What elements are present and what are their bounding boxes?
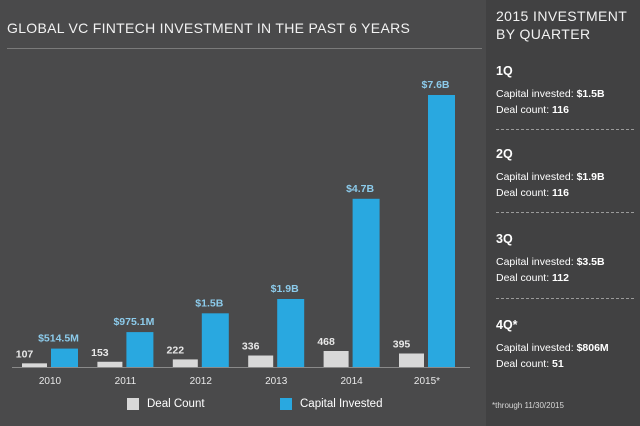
deals-label: Deal count: bbox=[496, 358, 550, 370]
quarter-2q: 2Q Capital invested: $1.9B Deal count: 1… bbox=[496, 147, 636, 201]
legend-swatch-deal-count bbox=[127, 398, 139, 410]
x-tick-label: 2011 bbox=[115, 376, 137, 387]
deals-line: Deal count: 116 bbox=[496, 185, 636, 201]
quarter-label: 2Q bbox=[496, 147, 513, 161]
deal-count-label: 107 bbox=[16, 348, 34, 360]
capital-label: Capital invested: bbox=[496, 171, 574, 183]
x-tick-label: 2010 bbox=[39, 376, 62, 387]
legend-label-capital-invested: Capital Invested bbox=[300, 398, 383, 410]
quarter-divider bbox=[496, 212, 634, 213]
capital-invested-bar bbox=[428, 95, 455, 367]
quarter-label: 4Q* bbox=[496, 318, 518, 332]
capital-invested-bar bbox=[51, 348, 78, 367]
deal-count-label: 468 bbox=[317, 336, 335, 348]
quarter-divider bbox=[496, 298, 634, 299]
footnote: *through 11/30/2015 bbox=[492, 401, 564, 410]
legend-label-deal-count: Deal Count bbox=[147, 398, 205, 410]
deals-label: Deal count: bbox=[496, 187, 550, 199]
deals-line: Deal count: 112 bbox=[496, 270, 636, 286]
capital-value: $1.5B bbox=[576, 88, 605, 100]
quarter-panel: 2015 INVESTMENT BY QUARTER 1Q Capital in… bbox=[486, 0, 640, 426]
capital-label: Capital invested: bbox=[496, 256, 574, 268]
capital-invested-label: $7.6B bbox=[421, 79, 449, 91]
capital-line: Capital invested: $806M bbox=[496, 340, 636, 356]
x-tick-label: 2013 bbox=[265, 376, 288, 387]
chart-title: GLOBAL VC FINTECH INVESTMENT IN THE PAST… bbox=[7, 20, 411, 36]
capital-line: Capital invested: $3.5B bbox=[496, 254, 636, 270]
quarter-divider bbox=[496, 129, 634, 130]
x-tick-label: 2012 bbox=[190, 376, 213, 387]
capital-label: Capital invested: bbox=[496, 88, 574, 100]
capital-value: $806M bbox=[576, 342, 609, 354]
deals-line: Deal count: 51 bbox=[496, 356, 636, 372]
quarter-4q: 4Q* Capital invested: $806M Deal count: … bbox=[496, 318, 636, 372]
deals-value: 116 bbox=[552, 187, 569, 199]
quarter-1q: 1Q Capital invested: $1.5B Deal count: 1… bbox=[496, 64, 636, 118]
capital-invested-label: $514.5M bbox=[38, 333, 79, 345]
deals-label: Deal count: bbox=[496, 272, 550, 284]
x-tick-label: 2015* bbox=[414, 376, 440, 387]
deal-count-bar bbox=[97, 361, 123, 367]
bar-chart: 107 $514.5M 2010 153 $975.1M 2011 222 $1.5B 2012… bbox=[12, 79, 470, 387]
deal-count-label: 222 bbox=[167, 344, 185, 356]
capital-value: $3.5B bbox=[576, 256, 605, 268]
capital-invested-bar bbox=[277, 299, 305, 367]
quarter-label: 1Q bbox=[496, 64, 513, 78]
capital-invested-bar bbox=[201, 313, 229, 367]
deals-line: Deal count: 116 bbox=[496, 102, 636, 118]
legend-item-deal-count: Deal Count bbox=[127, 398, 205, 410]
quarter-3q: 3Q Capital invested: $3.5B Deal count: 1… bbox=[496, 232, 636, 286]
deal-count-bar bbox=[399, 353, 424, 367]
deal-count-label: 395 bbox=[393, 338, 411, 350]
x-tick-label: 2014 bbox=[340, 376, 363, 387]
deals-label: Deal count: bbox=[496, 104, 550, 116]
capital-invested-label: $1.5B bbox=[195, 297, 223, 309]
panel-title: 2015 INVESTMENT BY QUARTER bbox=[496, 8, 628, 42]
deals-value: 112 bbox=[552, 272, 569, 284]
capital-invested-label: $1.9B bbox=[271, 283, 299, 295]
deal-count-bar bbox=[172, 359, 198, 367]
capital-value: $1.9B bbox=[576, 171, 605, 183]
title-rule bbox=[7, 48, 482, 49]
capital-invested-bar bbox=[352, 198, 380, 367]
deal-count-bar bbox=[22, 363, 47, 367]
legend-swatch-capital-invested bbox=[280, 398, 292, 410]
deal-count-label: 153 bbox=[91, 347, 109, 359]
deals-value: 51 bbox=[552, 358, 564, 370]
capital-label: Capital invested: bbox=[496, 342, 574, 354]
capital-invested-label: $975.1M bbox=[113, 316, 154, 328]
deal-count-label: 336 bbox=[242, 341, 260, 353]
capital-invested-bar bbox=[126, 332, 154, 367]
quarter-label: 3Q bbox=[496, 232, 513, 246]
capital-line: Capital invested: $1.9B bbox=[496, 169, 636, 185]
deal-count-bar bbox=[248, 355, 274, 367]
deals-value: 116 bbox=[552, 104, 569, 116]
capital-invested-label: $4.7B bbox=[346, 183, 374, 195]
capital-line: Capital invested: $1.5B bbox=[496, 86, 636, 102]
legend-item-capital-invested: Capital Invested bbox=[280, 398, 382, 410]
deal-count-bar bbox=[323, 351, 349, 367]
